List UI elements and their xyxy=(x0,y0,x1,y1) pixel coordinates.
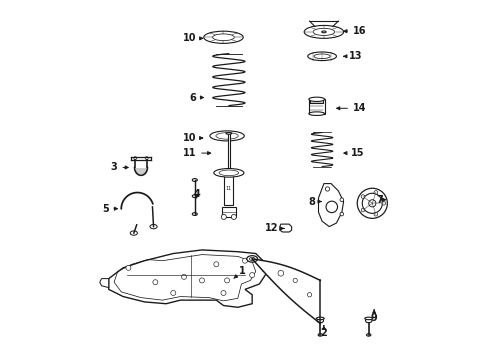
Ellipse shape xyxy=(322,31,326,33)
Ellipse shape xyxy=(192,179,197,181)
Ellipse shape xyxy=(192,195,197,198)
Text: 1: 1 xyxy=(234,266,245,278)
Circle shape xyxy=(126,265,131,270)
Ellipse shape xyxy=(219,170,239,176)
Circle shape xyxy=(361,208,365,212)
Circle shape xyxy=(221,215,226,220)
Text: 16: 16 xyxy=(344,26,367,36)
Circle shape xyxy=(340,212,343,216)
Bar xyxy=(228,134,230,173)
Text: 15: 15 xyxy=(344,148,365,158)
Ellipse shape xyxy=(214,168,244,177)
Ellipse shape xyxy=(317,319,323,323)
Text: 10: 10 xyxy=(183,133,203,143)
Circle shape xyxy=(326,201,338,213)
Polygon shape xyxy=(109,250,267,307)
Polygon shape xyxy=(263,264,270,271)
Text: 5: 5 xyxy=(102,204,118,214)
Polygon shape xyxy=(252,259,320,323)
Ellipse shape xyxy=(210,131,245,141)
Text: 11: 11 xyxy=(183,148,211,158)
Circle shape xyxy=(340,198,343,202)
Bar xyxy=(224,173,233,205)
Text: 6: 6 xyxy=(190,93,203,103)
Circle shape xyxy=(374,190,378,194)
Circle shape xyxy=(171,291,176,296)
Circle shape xyxy=(243,258,247,263)
Polygon shape xyxy=(309,99,324,114)
Polygon shape xyxy=(318,184,343,226)
Text: 9: 9 xyxy=(371,310,377,323)
Ellipse shape xyxy=(150,225,157,229)
Circle shape xyxy=(231,215,236,220)
Ellipse shape xyxy=(308,52,337,60)
Ellipse shape xyxy=(216,132,238,139)
Ellipse shape xyxy=(204,31,243,43)
Ellipse shape xyxy=(318,334,322,336)
Circle shape xyxy=(181,274,187,279)
Circle shape xyxy=(278,270,284,276)
Circle shape xyxy=(293,278,297,283)
Ellipse shape xyxy=(304,26,343,39)
Circle shape xyxy=(361,195,365,198)
Text: 12: 12 xyxy=(265,224,284,233)
Polygon shape xyxy=(100,279,109,288)
Bar xyxy=(222,207,236,217)
Circle shape xyxy=(146,157,148,159)
Circle shape xyxy=(307,293,312,297)
Circle shape xyxy=(374,212,378,216)
Ellipse shape xyxy=(213,34,234,41)
Ellipse shape xyxy=(314,54,330,59)
Ellipse shape xyxy=(313,28,335,35)
Ellipse shape xyxy=(226,132,232,134)
Circle shape xyxy=(325,187,330,191)
Circle shape xyxy=(368,200,376,207)
Ellipse shape xyxy=(249,257,255,261)
Polygon shape xyxy=(280,224,292,232)
Ellipse shape xyxy=(309,112,324,116)
Ellipse shape xyxy=(367,334,371,336)
Ellipse shape xyxy=(247,256,258,262)
Circle shape xyxy=(250,273,255,278)
Text: 3: 3 xyxy=(111,162,128,172)
Text: 8: 8 xyxy=(308,197,321,207)
Ellipse shape xyxy=(366,319,372,323)
Circle shape xyxy=(134,157,137,159)
Ellipse shape xyxy=(192,213,197,216)
Circle shape xyxy=(382,202,386,205)
Text: 7: 7 xyxy=(376,195,386,205)
Text: 13: 13 xyxy=(343,51,363,61)
Text: 2: 2 xyxy=(320,326,327,338)
Circle shape xyxy=(224,278,230,283)
Circle shape xyxy=(199,278,204,283)
Circle shape xyxy=(221,291,226,296)
Circle shape xyxy=(362,193,382,213)
Ellipse shape xyxy=(309,97,324,102)
Ellipse shape xyxy=(317,317,324,320)
Text: 14: 14 xyxy=(337,103,367,113)
Text: 4: 4 xyxy=(193,189,200,199)
Text: 10: 10 xyxy=(183,33,203,43)
Ellipse shape xyxy=(365,317,373,320)
Circle shape xyxy=(214,262,219,267)
Text: 11: 11 xyxy=(226,186,232,192)
Ellipse shape xyxy=(130,231,137,235)
Circle shape xyxy=(153,280,158,285)
Circle shape xyxy=(357,188,388,219)
